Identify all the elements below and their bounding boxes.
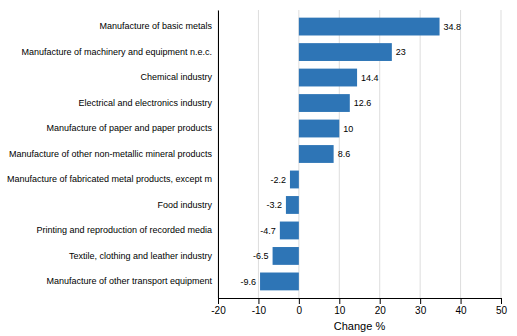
x-tick: 50 [496,298,508,316]
data-label: 10 [343,124,353,134]
x-tick-mark [299,298,300,304]
y-tick-label: Chemical industry [140,72,212,82]
bar [299,18,440,36]
bar [273,247,299,265]
y-axis: Manufacture of other transport equipment… [7,11,219,299]
y-tick-label: Printing and reproduction of recorded me… [36,225,212,235]
x-tick-mark [461,298,462,304]
x-tick: 20 [375,298,387,316]
y-tick-label: Manufacture of machinery and equipment n… [21,47,212,57]
y-tick-label: Food industry [157,200,212,210]
x-tick-label: 30 [415,305,427,316]
data-label: 12.6 [354,98,372,108]
x-tick-mark [218,298,219,304]
x-tick: -20 [211,298,226,316]
x-tick: 10 [334,298,346,316]
x-axis-line [219,299,502,305]
y-tick: Textile, clothing and leather industry [69,251,213,261]
x-tick-mark [420,298,421,304]
chart: -20 -10 0 10 20 30 40 50 Manufacture of other tr… [0,0,517,336]
y-tick-label: Manufacture of other non-metallic minera… [9,149,213,159]
grid-line [501,10,502,298]
data-label: 14.4 [361,73,379,83]
bar [299,94,350,112]
data-label: -4.7 [260,226,276,236]
x-tick-label: 40 [456,305,468,316]
y-tick: Manufacture of other transport equipment [46,276,212,286]
y-tick-label: Manufacture of other transport equipment [46,276,212,286]
bar [299,43,392,61]
x-tick-label: 50 [496,305,508,316]
y-tick-label: Manufacture of basic metals [99,21,212,31]
y-tick: Manufacture of machinery and equipment n… [21,47,212,57]
y-tick-label: Manufacture of fabricated metal products… [7,174,212,184]
plot: -20 -10 0 10 20 30 40 50 Manufacture of other tr… [7,10,508,332]
y-tick: Manufacture of other non-metallic minera… [9,149,213,159]
y-tick: Manufacture of paper and paper products [46,123,212,133]
data-label: 34.8 [444,22,462,32]
x-tick: 30 [415,298,427,316]
x-tick: 0 [297,298,303,316]
grid-line [218,10,219,298]
data-label: -3.2 [266,200,282,210]
data-label: 23 [396,47,406,57]
bars [260,18,440,291]
grid-line [420,10,421,298]
x-tick: 40 [456,298,468,316]
y-tick: Food industry [157,200,212,210]
bar [290,171,299,189]
x-tick-mark [380,298,381,304]
x-tick-label: 10 [334,305,346,316]
y-tick: Printing and reproduction of recorded me… [36,225,212,235]
grid [218,10,501,298]
bar [260,273,299,291]
y-tick-label: Manufacture of paper and paper products [46,123,212,133]
data-label: -9.6 [241,277,257,287]
data-labels: -9.6 -6.5 -4.7 -3.2 -2.2 8.6 10 12.6 14.4 23 34.8 [241,22,462,287]
y-tick: Electrical and electronics industry [78,98,212,108]
x-axis-title: Change % [334,320,386,332]
x-tick-label: 0 [297,305,303,316]
x-tick-mark [258,298,259,304]
bar [299,69,357,87]
y-tick: Chemical industry [140,72,212,82]
grid-line [460,10,461,298]
x-tick-mark [339,298,340,304]
bar [299,120,339,138]
data-label: 8.6 [338,149,351,159]
x-tick-label: -20 [211,305,226,316]
y-tick: Manufacture of fabricated metal products… [7,174,212,184]
data-label: -2.2 [270,175,286,185]
bar [286,196,299,214]
x-axis: -20 -10 0 10 20 30 40 50 [211,298,507,316]
data-label: -6.5 [253,251,269,261]
bar [280,222,299,240]
x-tick-label: -10 [252,305,267,316]
x-tick-label: 20 [375,305,387,316]
bar [299,145,334,163]
y-tick-label: Electrical and electronics industry [78,98,212,108]
y-tick: Manufacture of basic metals [99,21,212,31]
x-tick-mark [501,298,502,304]
y-axis-line [218,11,219,299]
x-tick: -10 [252,298,267,316]
y-tick-label: Textile, clothing and leather industry [69,251,213,261]
